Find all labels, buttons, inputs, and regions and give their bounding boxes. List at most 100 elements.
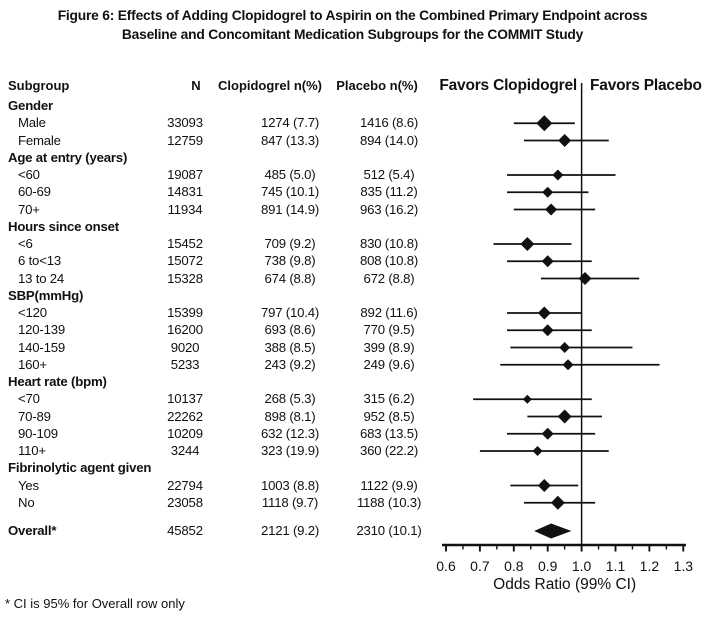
col-header-placebo: Placebo n(%) (336, 78, 418, 93)
n-value: 14831 (167, 184, 203, 200)
clopidogrel-value: 891 (14.9) (260, 201, 320, 217)
subgroup-label: Overall* (8, 523, 57, 538)
col-header-subgroup: Subgroup (8, 78, 70, 93)
placebo-value: 892 (11.6) (360, 305, 418, 320)
subgroup-label: Age at entry (years) (8, 149, 128, 165)
placebo-value: 835 (11.2) (360, 184, 418, 200)
subgroup-data-row: 70-89 22262 898 (8.1) 952 (8.5) (0, 409, 705, 424)
clopidogrel-value: 693 (8.6) (264, 322, 316, 338)
subgroup-label: 140-159 (18, 339, 65, 355)
clopidogrel-value: 243 (9.2) (264, 356, 316, 372)
placebo-value: 894 (14.0) (359, 132, 419, 148)
overall-row: Overall* 45852 2121 (9.2) 2310 (10.1) (0, 523, 705, 538)
subgroup-label: SBP(mmHg) (8, 287, 84, 303)
subgroup-label: No (18, 494, 35, 510)
subgroup-data-row: 6 to<13 15072 738 (9.8) 808 (10.8) (0, 253, 705, 268)
subgroup-data-row: 13 to 24 15328 674 (8.8) 672 (8.8) (0, 271, 705, 286)
placebo-value: 1122 (9.9) (360, 477, 418, 493)
clopidogrel-value: 485 (5.0) (264, 167, 316, 182)
subgroup-header-row: Fibrinolytic agent given (0, 460, 705, 475)
n-value: 12759 (167, 132, 203, 148)
subgroup-data-row: 140-159 9020 388 (8.5) 399 (8.9) (0, 340, 705, 355)
n-value: 10137 (167, 391, 203, 407)
subgroup-data-row: Female 12759 847 (13.3) 894 (14.0) (0, 133, 705, 148)
subgroup-data-row: <6 15452 709 (9.2) 830 (10.8) (0, 236, 705, 251)
placebo-value: 249 (9.6) (363, 356, 415, 372)
placebo-value: 360 (22.2) (359, 443, 419, 458)
placebo-value: 1188 (10.3) (356, 494, 422, 510)
subgroup-data-row: <60 19087 485 (5.0) 512 (5.4) (0, 167, 705, 182)
x-axis-tick-label: 0.6 (436, 558, 456, 574)
col-header-n: N (191, 78, 201, 93)
n-value: 15328 (167, 270, 203, 286)
subgroup-label: <60 (18, 167, 40, 182)
subgroup-label: 6 to<13 (18, 253, 61, 269)
clopidogrel-value: 797 (10.4) (260, 305, 320, 320)
clopidogrel-value: 2121 (9.2) (260, 523, 320, 538)
n-value: 15072 (167, 253, 203, 269)
subgroup-header-row: Age at entry (years) (0, 150, 705, 165)
x-axis-tick-label: 0.7 (470, 558, 490, 574)
placebo-value: 963 (16.2) (359, 201, 419, 217)
n-value: 22794 (167, 477, 203, 493)
subgroup-header-row: Gender (0, 98, 705, 113)
placebo-value: 952 (8.5) (363, 408, 415, 424)
n-value: 9020 (170, 339, 200, 355)
placebo-value: 808 (10.8) (359, 253, 419, 269)
subgroup-data-row: <70 10137 268 (5.3) 315 (6.2) (0, 391, 705, 406)
col-header-clopidogrel: Clopidogrel n(%) (218, 78, 322, 93)
subgroup-header-row: Heart rate (bpm) (0, 374, 705, 389)
subgroup-data-row: 60-69 14831 745 (10.1) 835 (11.2) (0, 184, 705, 199)
subgroup-data-row: <120 15399 797 (10.4) 892 (11.6) (0, 305, 705, 320)
n-value: 19087 (167, 167, 203, 182)
n-value: 10209 (167, 425, 203, 441)
subgroup-label: Gender (8, 98, 53, 113)
placebo-value: 830 (10.8) (359, 236, 419, 251)
subgroup-data-row: Yes 22794 1003 (8.8) 1122 (9.9) (0, 478, 705, 493)
n-value: 5233 (170, 356, 200, 372)
placebo-value: 315 (6.2) (363, 391, 415, 407)
subgroup-label: Hours since onset (8, 218, 119, 234)
subgroup-label: 13 to 24 (18, 270, 65, 286)
x-axis-tick-label: 1.2 (640, 558, 660, 574)
clopidogrel-value: 738 (9.8) (264, 253, 316, 269)
x-axis-tick-label: 0.9 (538, 558, 558, 574)
clopidogrel-value: 745 (10.1) (260, 184, 320, 200)
subgroup-label: <6 (18, 236, 33, 251)
subgroup-label: 60-69 (18, 184, 51, 200)
n-value: 23058 (167, 494, 203, 510)
subgroup-data-row: 70+ 11934 891 (14.9) 963 (16.2) (0, 202, 705, 217)
plot-header-favors-clopidogrel: Favors Clopidogrel (439, 77, 577, 94)
placebo-value: 770 (9.5) (363, 322, 415, 338)
placebo-value: 672 (8.8) (363, 270, 415, 286)
n-value: 33093 (167, 115, 203, 131)
subgroup-label: Fibrinolytic agent given (8, 460, 152, 476)
subgroup-data-row: 160+ 5233 243 (9.2) 249 (9.6) (0, 357, 705, 372)
footnote: * CI is 95% for Overall row only (5, 596, 185, 611)
clopidogrel-value: 388 (8.5) (264, 339, 316, 355)
subgroup-label: 110+ (18, 443, 46, 458)
subgroup-label: <70 (18, 391, 40, 407)
placebo-value: 1416 (8.6) (359, 115, 419, 131)
clopidogrel-value: 632 (12.3) (260, 425, 320, 441)
clopidogrel-value: 268 (5.3) (264, 391, 316, 407)
subgroup-data-row: No 23058 1118 (9.7) 1188 (10.3) (0, 495, 705, 510)
clopidogrel-value: 1118 (9.7) (261, 494, 319, 510)
subgroup-label: Male (18, 115, 46, 131)
subgroup-data-row: 110+ 3244 323 (19.9) 360 (22.2) (0, 443, 705, 458)
clopidogrel-value: 847 (13.3) (260, 132, 320, 148)
plot-header-favors-placebo: Favors Placebo (590, 77, 702, 94)
n-value: 11934 (167, 201, 203, 217)
clopidogrel-value: 323 (19.9) (260, 443, 320, 458)
subgroup-data-row: 120-139 16200 693 (8.6) 770 (9.5) (0, 322, 705, 337)
figure-title-line2: Baseline and Concomitant Medication Subg… (121, 26, 584, 42)
x-axis-tick-label: 1.3 (674, 558, 694, 574)
subgroup-label: 160+ (18, 356, 47, 372)
subgroup-data-row: 90-109 10209 632 (12.3) 683 (13.5) (0, 426, 705, 441)
subgroup-label: 90-109 (18, 425, 58, 441)
subgroup-label: Female (18, 132, 61, 148)
placebo-value: 683 (13.5) (359, 425, 419, 441)
subgroup-label: 70+ (18, 201, 40, 217)
subgroup-label: 70-89 (18, 408, 51, 424)
figure-title-line1: Figure 6: Effects of Adding Clopidogrel … (57, 8, 648, 23)
